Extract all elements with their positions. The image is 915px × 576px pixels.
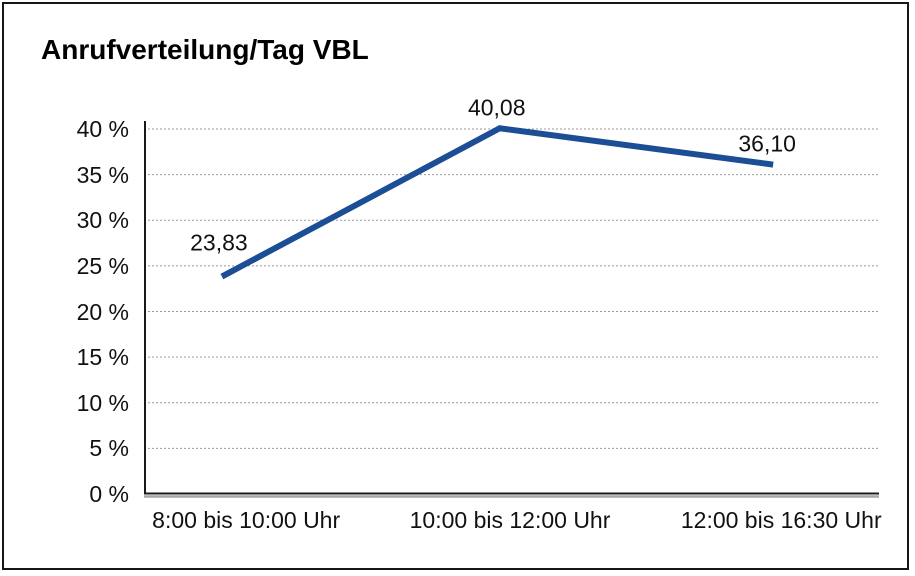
y-tick-label: 30 % xyxy=(76,207,129,234)
gridlines-group xyxy=(144,128,879,449)
y-tick-label: 35 % xyxy=(76,161,129,188)
data-point-label: 40,08 xyxy=(468,94,526,120)
x-tick-label: 8:00 bis 10:00 Uhr xyxy=(152,507,341,533)
y-tick-label: 5 % xyxy=(89,435,129,462)
x-tick-label: 12:00 bis 16:30 Uhr xyxy=(680,507,882,533)
data-line xyxy=(220,125,774,280)
y-tick-label: 15 % xyxy=(76,344,129,371)
data-point-label: 23,83 xyxy=(190,230,248,256)
plot-area: 23,83 40,08 36,10 xyxy=(144,94,879,498)
data-point-label: 36,10 xyxy=(738,131,796,157)
chart-title: Anrufverteilung/Tag VBL xyxy=(41,34,369,65)
x-tick-label: 10:00 bis 12:00 Uhr xyxy=(409,507,611,533)
point-labels-group: 23,83 40,08 36,10 xyxy=(190,94,796,255)
y-tick-label: 0 % xyxy=(89,481,129,507)
chart-frame: Anrufverteilung/Tag VBL 0 % 5 % 10 % 15 % 20… xyxy=(2,2,909,570)
y-tick-label: 40 % xyxy=(76,116,129,142)
y-tick-label: 10 % xyxy=(76,389,129,416)
y-tick-label: 25 % xyxy=(76,252,129,279)
y-tick-label: 20 % xyxy=(76,298,129,325)
